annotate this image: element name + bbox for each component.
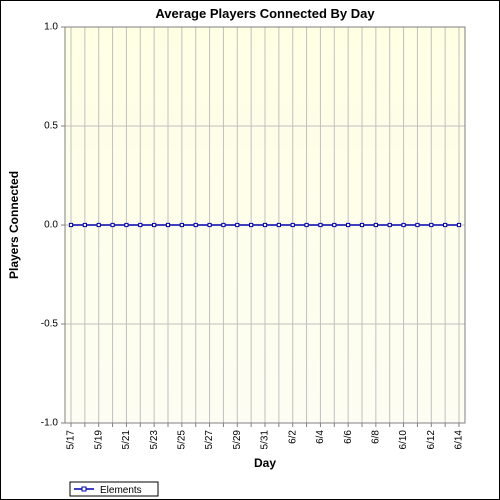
series-marker xyxy=(263,223,266,226)
x-tick-label: 6/14 xyxy=(454,430,465,450)
x-tick-label: 5/25 xyxy=(176,430,187,450)
series-marker xyxy=(222,223,225,226)
series-marker xyxy=(291,223,294,226)
x-tick-label: 6/4 xyxy=(315,430,326,444)
series-marker xyxy=(402,223,405,226)
x-tick-label: 6/12 xyxy=(426,430,437,450)
series-marker xyxy=(180,223,183,226)
series-marker xyxy=(125,223,128,226)
series-marker xyxy=(305,223,308,226)
x-tick-label: 5/21 xyxy=(121,430,132,450)
series-marker xyxy=(166,223,169,226)
series-marker xyxy=(236,223,239,226)
series-marker xyxy=(360,223,363,226)
legend-series-label-svg: Elements xyxy=(100,485,142,496)
x-axis-label-svg: Day xyxy=(254,456,276,470)
x-tick-label: 5/23 xyxy=(149,430,160,450)
x-tick-label: 6/6 xyxy=(343,430,354,444)
series-marker xyxy=(333,223,336,226)
y-tick-label: 1.0 xyxy=(44,22,58,33)
series-marker xyxy=(416,223,419,226)
series-marker xyxy=(153,223,156,226)
series-marker xyxy=(83,223,86,226)
x-tick-label: 5/27 xyxy=(204,430,215,450)
series-marker xyxy=(319,223,322,226)
x-tick-label: 6/2 xyxy=(287,430,298,444)
x-tick-label: 5/17 xyxy=(66,430,77,450)
series-marker xyxy=(444,223,447,226)
x-tick-label: 5/31 xyxy=(260,430,271,450)
series-marker xyxy=(111,223,114,226)
series-marker xyxy=(97,223,100,226)
series-marker xyxy=(69,223,72,226)
series-marker xyxy=(347,223,350,226)
x-tick-label: 5/29 xyxy=(232,430,243,450)
series-marker xyxy=(374,223,377,226)
x-tick-label: 5/19 xyxy=(93,430,104,450)
x-tick-label: 6/10 xyxy=(398,430,409,450)
series-marker xyxy=(208,223,211,226)
series-marker xyxy=(250,223,253,226)
series-marker xyxy=(457,223,460,226)
series-marker xyxy=(388,223,391,226)
y-tick-label: -1.0 xyxy=(41,418,59,429)
legend-marker-icon xyxy=(82,487,86,491)
series-marker xyxy=(430,223,433,226)
series-marker xyxy=(194,223,197,226)
series-marker xyxy=(139,223,142,226)
line-chart: 5/17 5/19 5/21 5/23 5/25 5/27 5/29 5/31 6/2 6/4 6/… xyxy=(0,0,500,500)
chart-title-svg: Average Players Connected By Day xyxy=(155,6,375,21)
y-tick-label: 0.5 xyxy=(44,121,58,132)
y-tick-label: -0.5 xyxy=(41,319,59,330)
series-marker xyxy=(277,223,280,226)
y-tick-label: 0.0 xyxy=(44,220,58,231)
y-axis-label-svg: Players Connected xyxy=(7,171,21,279)
x-tick-label: 6/8 xyxy=(370,430,381,444)
